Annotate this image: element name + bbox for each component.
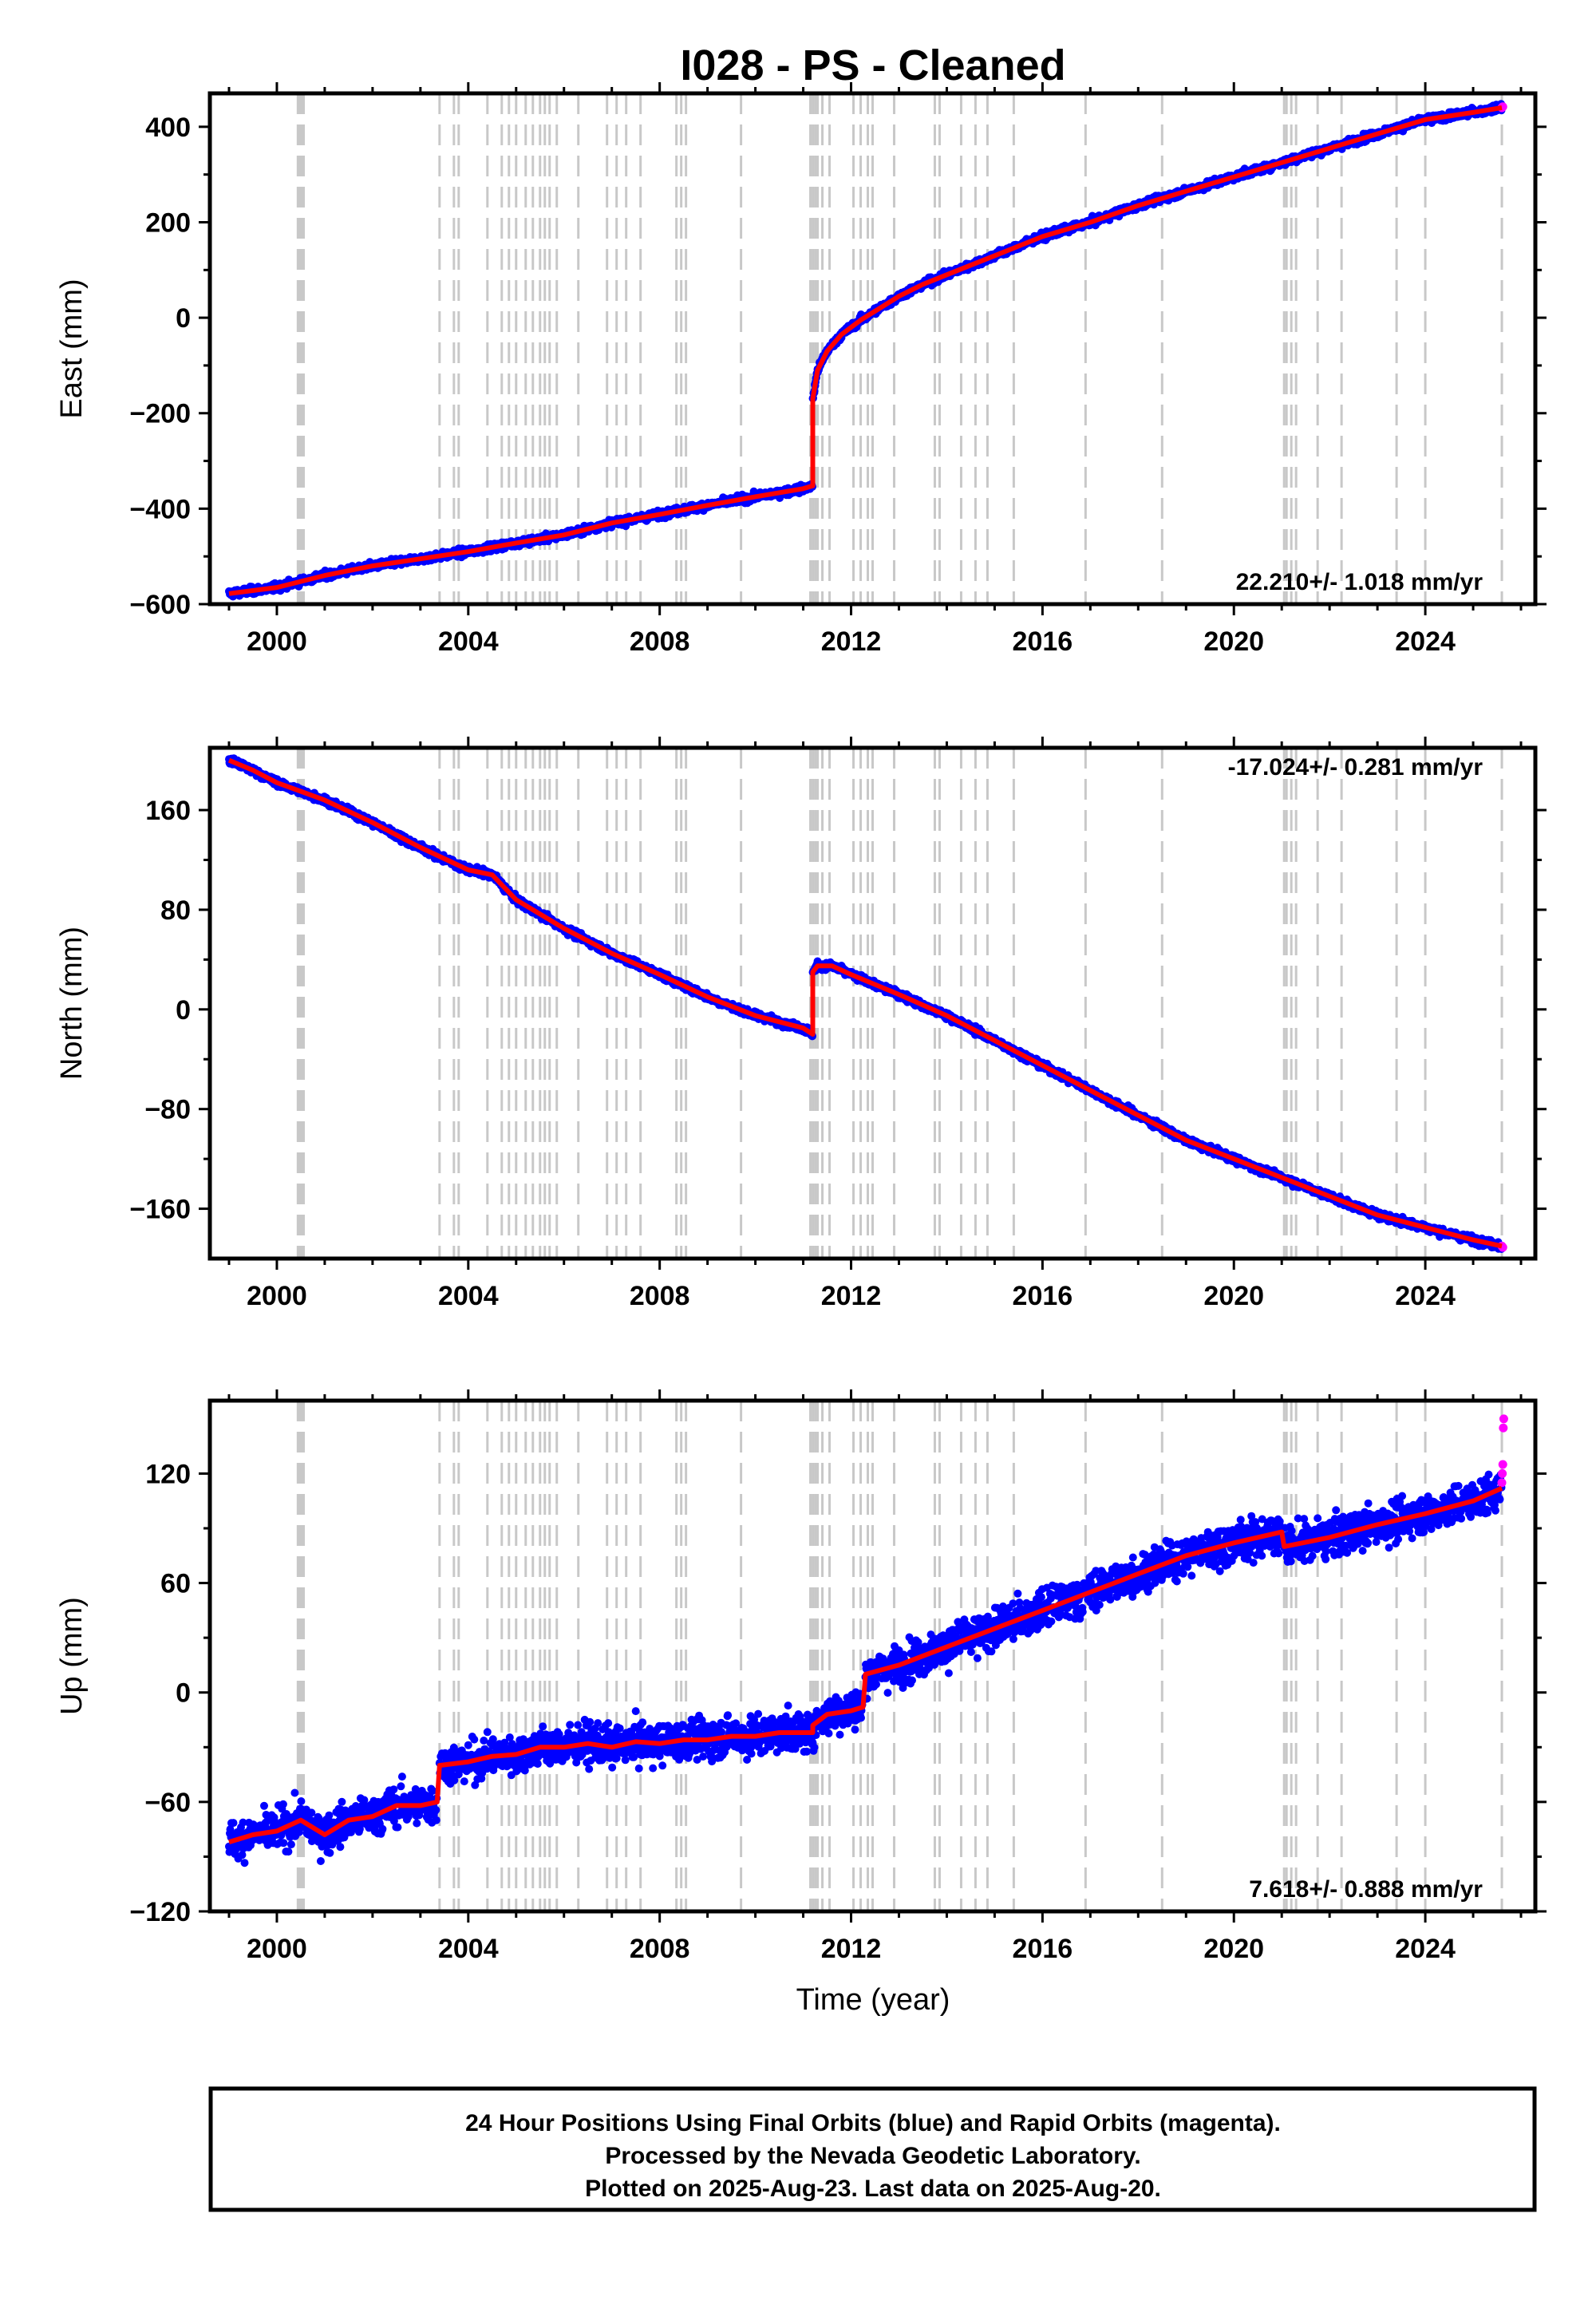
- east-event-lines: [296, 93, 1503, 604]
- x-tick-label: 2004: [438, 626, 499, 657]
- y-tick-label: 0: [176, 303, 191, 334]
- east-frame: [207, 91, 1538, 607]
- y-tick-label: −400: [129, 494, 191, 524]
- y-tick-label: −600: [129, 590, 191, 620]
- east-rate-label: 22.210+/- 1.018 mm/yr: [1236, 569, 1483, 595]
- x-tick-label: 2000: [247, 626, 307, 657]
- y-tick-label: −200: [129, 399, 191, 429]
- east-panel: 2000 2004 2008 2012 2016 2020 2024−600−400−200…: [55, 82, 1547, 657]
- east-model-line: [228, 105, 1503, 596]
- north-data: [225, 754, 1507, 1253]
- north-panel: 2000 2004 2008 2012 2016 2020 2024−160−8008016…: [55, 737, 1547, 1311]
- y-tick-label: 200: [145, 207, 191, 238]
- east-y-axis-label: East (mm): [55, 279, 89, 418]
- x-tick-label: 2016: [1013, 626, 1073, 657]
- x-tick-label: 2008: [630, 626, 690, 657]
- x-tick-label: 2024: [1395, 626, 1456, 657]
- east-data: [225, 100, 1507, 601]
- north-event-lines: [296, 748, 1503, 1259]
- figure-title: I028 - PS - Cleaned: [680, 41, 1065, 89]
- x-tick-label: 2012: [821, 626, 882, 657]
- x-tick-label: 2020: [1203, 626, 1264, 657]
- y-tick-label: 400: [145, 113, 191, 143]
